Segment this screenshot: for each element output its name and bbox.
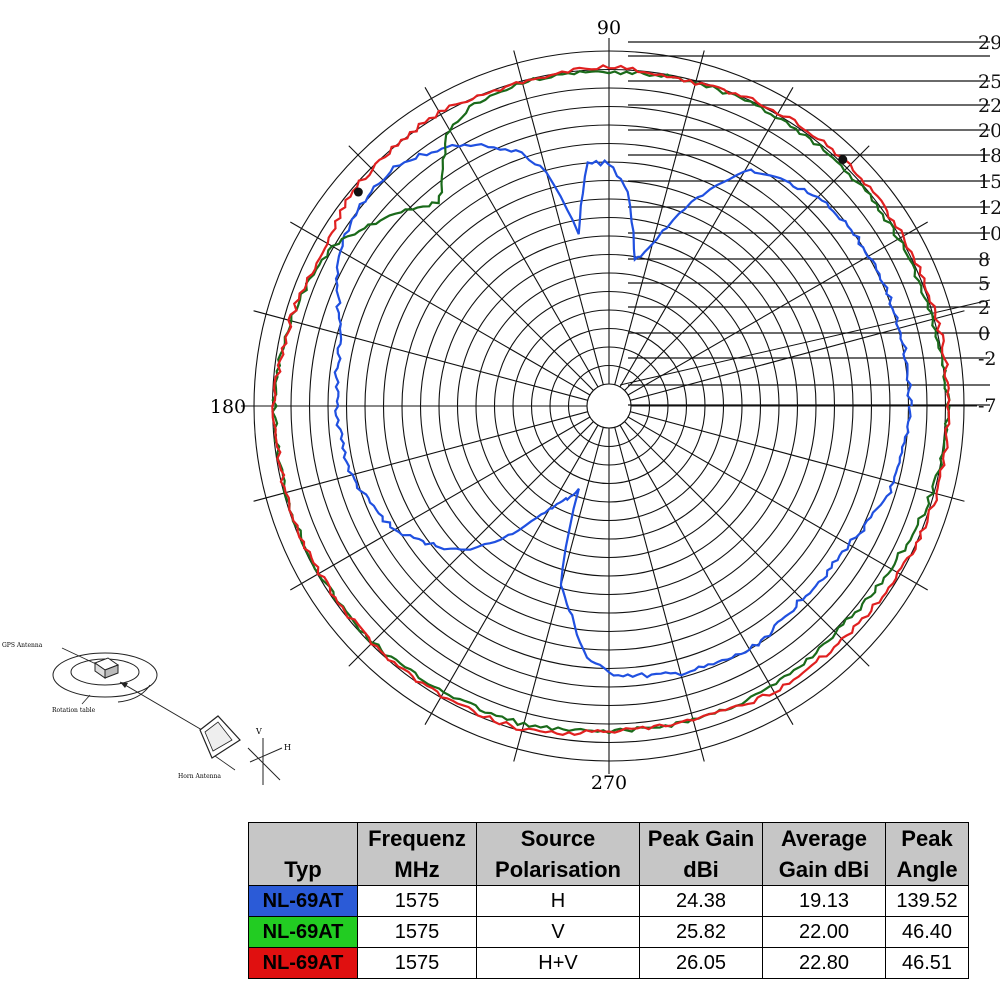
grid-spoke [627,416,928,591]
results-table: Typ Frequenz MHz Source Polarisation Pea… [248,822,969,979]
peak-angle-cell: 46.51 [885,947,969,979]
scale-label: 25 [978,71,1000,93]
grid-spoke [253,310,588,401]
scale-label: -2 [978,348,997,370]
angle-label-90: 90 [597,17,621,39]
grid-spoke [619,87,794,388]
grid-spoke [513,427,604,762]
scale-diagonal [619,299,991,386]
header-source-polarisation: Source Polarisation [476,822,640,886]
typ-cell-blue: NL-69AT [248,885,358,917]
peak-marker [838,155,848,165]
scale-label: 10 [978,223,1000,245]
scale-label: 22 [978,95,1000,117]
horn-antenna-label: Horn Antenna [178,773,221,780]
grid-spoke [630,310,965,401]
polarisation-cell: V [476,916,640,948]
axis-h [249,747,283,763]
measurement-setup-diagram: GPS Antenna Rotation table Horn Antenna … [2,642,291,785]
average-gain-cell: 19.13 [762,885,886,917]
rotation-arrow-icon [117,684,151,703]
grid-spoke [627,221,928,396]
scale-label: 8 [978,249,990,271]
grid-spoke [424,424,599,725]
polar-grid [241,38,977,774]
grid-spoke [624,145,870,391]
header-peak-angle: Peak Angle [885,822,969,886]
rotation-table-outer [52,652,158,698]
gps-antenna-label: GPS Antenna [2,642,43,649]
peak-gain-cell: 26.05 [639,947,763,979]
typ-cell-green: NL-69AT [248,916,358,948]
header-peak-gain: Peak Gain dBi [639,822,763,886]
series-h-blue [333,142,913,679]
frequency-cell: 1575 [357,947,477,979]
grid-spoke [348,145,594,391]
scale-label: -7 [978,395,997,417]
series-v-green [271,70,951,735]
header-typ: Typ [248,822,358,886]
peak-markers [353,155,848,197]
gps-label-leader [61,647,97,665]
series-layer [271,64,951,736]
axis-v-label: V [255,727,262,736]
signal-line [119,681,203,731]
grid-spoke [513,50,604,385]
grid-spoke [619,424,794,725]
horn-antenna-inner [204,721,233,752]
table-header-row: Typ Frequenz MHz Source Polarisation Pea… [248,822,969,886]
axis-h-label: H [284,743,291,752]
peak-gain-cell: 24.38 [639,885,763,917]
grid-spoke [614,50,705,385]
average-gain-cell: 22.80 [762,947,886,979]
grid-spoke [290,416,591,591]
typ-cell-red: NL-69AT [248,947,358,979]
table-row: NL-69AT 1575 V 25.82 22.00 46.40 [248,916,969,948]
angle-label-180: 180 [210,396,246,418]
grid-spoke [348,421,594,667]
gps-antenna-front [104,664,119,679]
scale-label: 12 [978,197,1000,219]
scale-label: 0 [978,323,990,345]
peak-angle-cell: 139.52 [885,885,969,917]
grid-spoke [424,87,599,388]
series-hv-red [271,64,951,736]
average-gain-cell: 22.00 [762,916,886,948]
frequency-cell: 1575 [357,916,477,948]
grid-spoke [253,411,588,502]
table-row: NL-69AT 1575 H+V 26.05 22.80 46.51 [248,947,969,979]
polarisation-cell: H [476,885,640,917]
table-row: NL-69AT 1575 H 24.38 19.13 139.52 [248,885,969,917]
peak-angle-cell: 46.40 [885,916,969,948]
scale-label: 20 [978,120,1000,142]
axis-d [247,747,281,781]
frequency-cell: 1575 [357,885,477,917]
horn-label-leader [214,755,236,771]
rotation-label-leader [81,694,91,705]
angle-label-270: 270 [591,772,627,794]
scale-label: 18 [978,145,1000,167]
grid-spoke [624,421,870,667]
arrow-head-icon [120,682,128,688]
scale-label: 5 [978,273,990,295]
scale-label: 29 [978,32,1000,54]
grid-ring [586,383,632,429]
peak-marker [353,187,363,197]
header-frequenz: Frequenz MHz [357,822,477,886]
grid-spoke [614,427,705,762]
polarisation-cell: H+V [476,947,640,979]
header-average-gain: Average Gain dBi [762,822,886,886]
peak-gain-cell: 25.82 [639,916,763,948]
scale-label: 15 [978,171,1000,193]
grid-spoke [630,411,965,502]
rotation-table-label: Rotation table [52,707,96,714]
